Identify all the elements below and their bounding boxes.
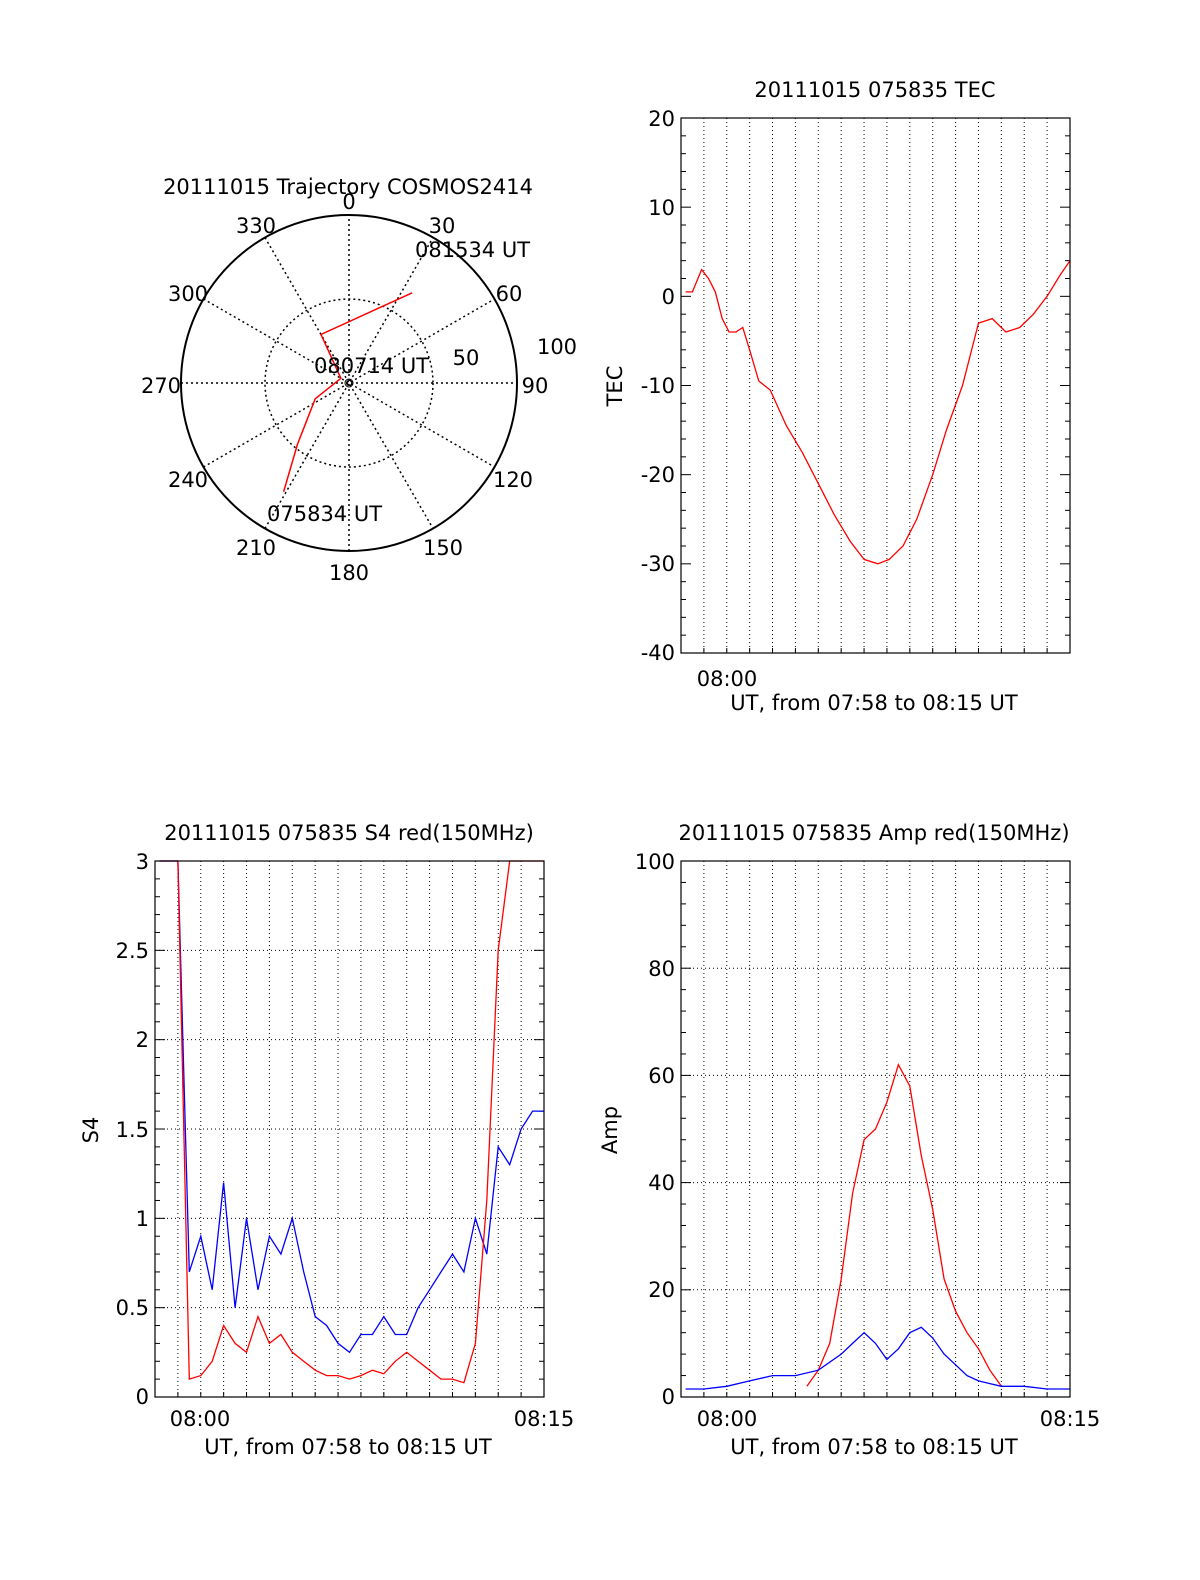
polar-az-label: 210 (236, 536, 276, 560)
polar-az-label: 30 (429, 214, 456, 238)
polar-el-label: 100 (537, 335, 577, 359)
amp-y-ticks: 100 80 60 40 20 0 (635, 850, 675, 1409)
amp-grid (681, 860, 1070, 1398)
polar-az-label: 240 (168, 468, 208, 492)
polar-annotation-mid: 080714 UT (314, 354, 429, 378)
s4-xlabel: UT, from 07:58 to 08:15 UT (204, 1435, 492, 1459)
s4-ytick-label: 2.5 (116, 939, 149, 963)
polar-outer-circle (180, 214, 518, 552)
amp-title: 20111015 075835 Amp red(150MHz) (678, 821, 1069, 845)
amp-ylabel: Amp (598, 1106, 622, 1154)
polar-az-label: 330 (236, 214, 276, 238)
tec-ylabel: TEC (603, 366, 627, 408)
s4-series-line-red (159, 860, 544, 1384)
polar-az-label: 180 (329, 561, 369, 585)
s4-ytick-label: 0 (136, 1385, 149, 1409)
amp-series-line-red (806, 1063, 1002, 1387)
s4-y-ticks: 3 2.5 2 1.5 1 0.5 0 (116, 850, 149, 1409)
s4-chart: 20111015 075835 S4 red(150MHz) 3 2.5 2 1… (79, 821, 574, 1459)
s4-ytick-label: 1.5 (116, 1118, 149, 1142)
polar-az-label: 60 (496, 282, 523, 306)
polar-az-label: 150 (423, 536, 463, 560)
amp-ytick-label: 20 (648, 1278, 675, 1302)
tec-ytick-label: -40 (641, 641, 675, 665)
tec-y-ticks: 20 10 0 -10 -20 -30 -40 (641, 107, 675, 665)
s4-xtick-label: 08:00 (170, 1407, 231, 1431)
amp-xtick-label: 08:15 (1040, 1407, 1101, 1431)
amp-ytick-label: 80 (648, 957, 675, 981)
polar-trajectory-chart: 20111015 Trajectory COSMOS2414 0 30 60 9… (141, 175, 577, 585)
polar-az-label: 270 (141, 374, 181, 398)
amp-ytick-label: 0 (662, 1385, 675, 1409)
s4-xtick-label: 08:15 (514, 1407, 575, 1431)
amp-chart: 20111015 075835 Amp red(150MHz) 100 80 6… (598, 821, 1100, 1459)
tec-chart: 20111015 075835 TEC 20 10 0 -10 -20 -30 … (603, 78, 1071, 715)
tec-ytick-label: 20 (648, 107, 675, 131)
polar-grid (181, 215, 517, 551)
tec-ytick-label: 0 (662, 285, 675, 309)
s4-plot-frame (154, 860, 545, 1398)
tec-title: 20111015 075835 TEC (754, 78, 995, 102)
tec-ytick-label: 10 (648, 196, 675, 220)
tec-xlabel: UT, from 07:58 to 08:15 UT (730, 691, 1018, 715)
polar-az-label: 0 (342, 190, 355, 214)
s4-ytick-label: 1 (136, 1207, 149, 1231)
polar-az-label: 120 (493, 468, 533, 492)
tec-grid (681, 117, 1070, 654)
amp-xtick-label: 08:00 (697, 1407, 758, 1431)
s4-ylabel: S4 (79, 1117, 103, 1144)
amp-ytick-label: 100 (635, 850, 675, 874)
polar-az-label: 300 (168, 282, 208, 306)
polar-center-marker (344, 378, 354, 388)
tec-ytick-label: -20 (641, 463, 675, 487)
s4-grid (155, 860, 544, 1398)
tec-xtick-label: 08:00 (697, 667, 758, 691)
tec-series-line (685, 260, 1071, 565)
s4-ytick-label: 2 (136, 1028, 149, 1052)
polar-spoke (264, 237, 434, 529)
polar-spoke (264, 237, 434, 529)
amp-ytick-label: 60 (648, 1064, 675, 1088)
polar-title: 20111015 Trajectory COSMOS2414 (163, 175, 533, 199)
s4-title: 20111015 075835 S4 red(150MHz) (164, 821, 534, 845)
polar-az-label: 90 (522, 374, 549, 398)
tec-plot-frame (680, 117, 1071, 654)
polar-azimuth-labels: 0 30 60 90 120 150 180 210 240 270 300 3… (141, 190, 577, 585)
amp-ytick-label: 40 (648, 1171, 675, 1195)
polar-spoke (203, 298, 495, 468)
polar-el-label: 50 (453, 346, 480, 370)
polar-annotation-end: 081534 UT (415, 238, 530, 262)
tec-ytick-label: -10 (641, 374, 675, 398)
s4-ytick-label: 0.5 (116, 1296, 149, 1320)
polar-spoke (203, 298, 495, 468)
tec-ytick-label: -30 (641, 552, 675, 576)
amp-plot-frame (680, 860, 1071, 1398)
amp-xlabel: UT, from 07:58 to 08:15 UT (730, 1435, 1018, 1459)
s4-ytick-label: 3 (136, 850, 149, 874)
polar-annotation-start: 075834 UT (267, 502, 382, 526)
polar-trajectory-line (282, 292, 413, 493)
s4-series-line-blue (159, 860, 544, 1354)
amp-series-line-blue (685, 1326, 1070, 1390)
